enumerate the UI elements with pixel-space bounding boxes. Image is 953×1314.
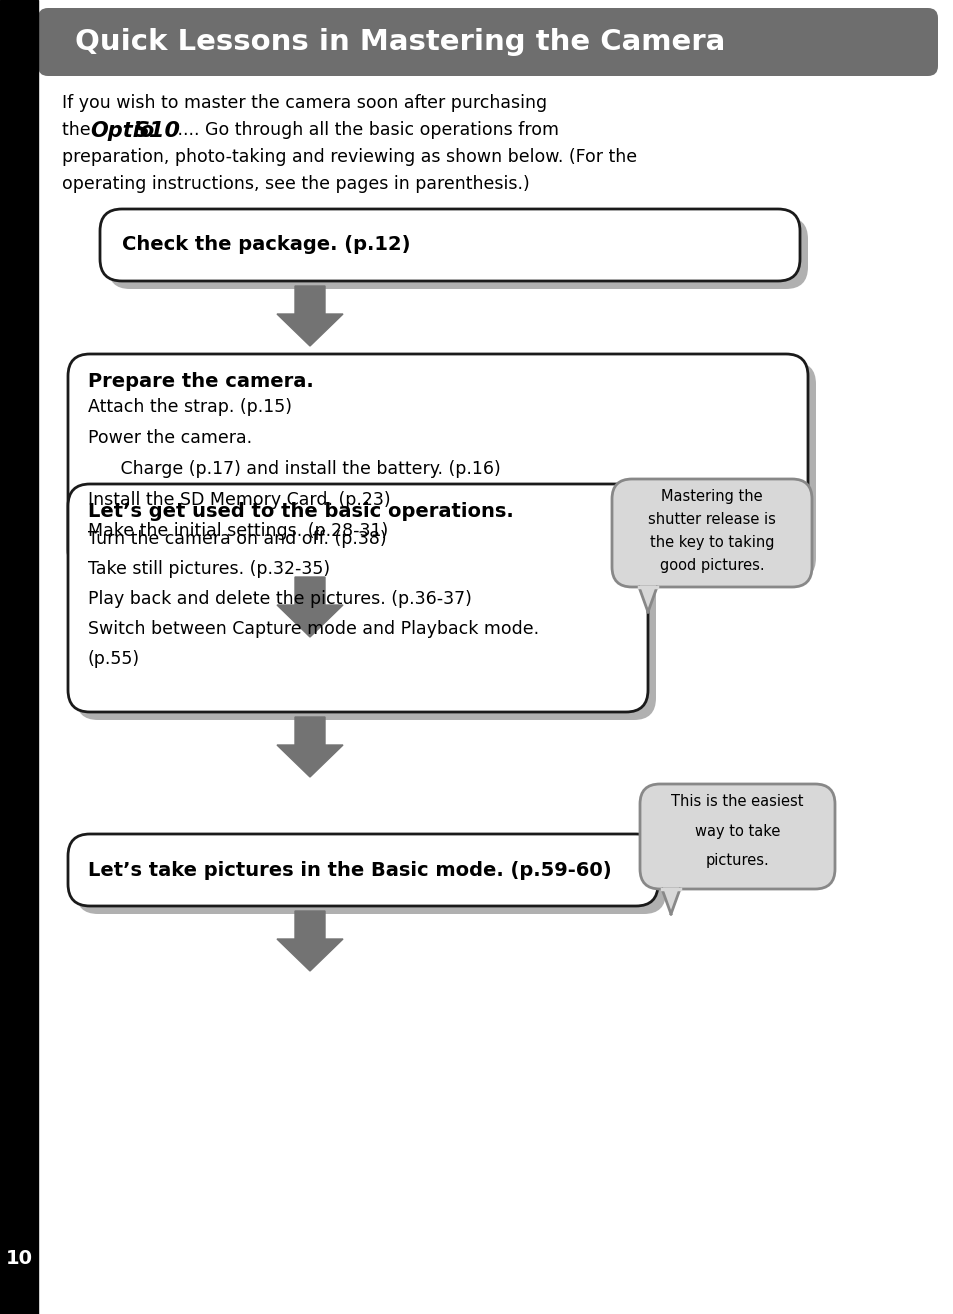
FancyBboxPatch shape [68,484,647,712]
FancyBboxPatch shape [68,834,658,905]
Text: Optio: Optio [90,121,154,141]
Text: shutter release is: shutter release is [647,512,775,527]
Text: preparation, photo-taking and reviewing as shown below. (For the: preparation, photo-taking and reviewing … [62,148,637,166]
Text: This is the easiest: This is the easiest [671,794,803,809]
Text: Attach the strap. (p.15): Attach the strap. (p.15) [88,398,292,417]
Polygon shape [276,577,343,637]
Polygon shape [661,890,679,915]
FancyBboxPatch shape [76,361,815,579]
Text: Install the SD Memory Card. (p.23): Install the SD Memory Card. (p.23) [88,491,390,509]
FancyBboxPatch shape [68,353,807,572]
Text: 10: 10 [6,1250,32,1268]
Text: Power the camera.: Power the camera. [88,428,252,447]
Text: S10: S10 [133,121,181,141]
Polygon shape [276,911,343,971]
Text: way to take: way to take [694,824,780,838]
Polygon shape [276,717,343,777]
FancyBboxPatch shape [612,480,811,587]
Text: (p.55): (p.55) [88,650,140,668]
FancyBboxPatch shape [38,8,937,76]
Text: Make the initial settings. (p.28-31): Make the initial settings. (p.28-31) [88,522,388,540]
FancyBboxPatch shape [100,209,800,281]
Text: Play back and delete the pictures. (p.36-37): Play back and delete the pictures. (p.36… [88,590,472,608]
Text: Turn the camera on and off. (p.38): Turn the camera on and off. (p.38) [88,530,386,548]
Text: good pictures.: good pictures. [659,558,763,573]
FancyBboxPatch shape [76,842,665,915]
Text: Let’s take pictures in the Basic mode. (p.59-60): Let’s take pictures in the Basic mode. (… [88,861,611,879]
FancyBboxPatch shape [76,491,656,720]
FancyBboxPatch shape [639,784,834,890]
Polygon shape [276,286,343,346]
Text: Mastering the: Mastering the [660,489,762,505]
Text: If you wish to master the camera soon after purchasing: If you wish to master the camera soon af… [62,95,547,112]
Text: Let’s get used to the basic operations.: Let’s get used to the basic operations. [88,502,514,520]
Text: Quick Lessons in Mastering the Camera: Quick Lessons in Mastering the Camera [75,28,724,57]
Text: Take still pictures. (p.32-35): Take still pictures. (p.32-35) [88,560,330,578]
FancyBboxPatch shape [108,217,807,289]
Text: Switch between Capture mode and Playback mode.: Switch between Capture mode and Playback… [88,620,538,639]
Text: the key to taking: the key to taking [649,535,774,551]
Text: Prepare the camera.: Prepare the camera. [88,372,314,392]
Text: operating instructions, see the pages in parenthesis.): operating instructions, see the pages in… [62,175,529,193]
Bar [0,0,38,1314]
Text: .... Go through all the basic operations from: .... Go through all the basic operations… [172,121,558,139]
Text: pictures.: pictures. [705,853,768,869]
Text: Charge (p.17) and install the battery. (p.16): Charge (p.17) and install the battery. (… [104,460,500,478]
Text: the: the [62,121,96,139]
Polygon shape [639,587,657,612]
Text: Check the package. (p.12): Check the package. (p.12) [122,235,410,255]
